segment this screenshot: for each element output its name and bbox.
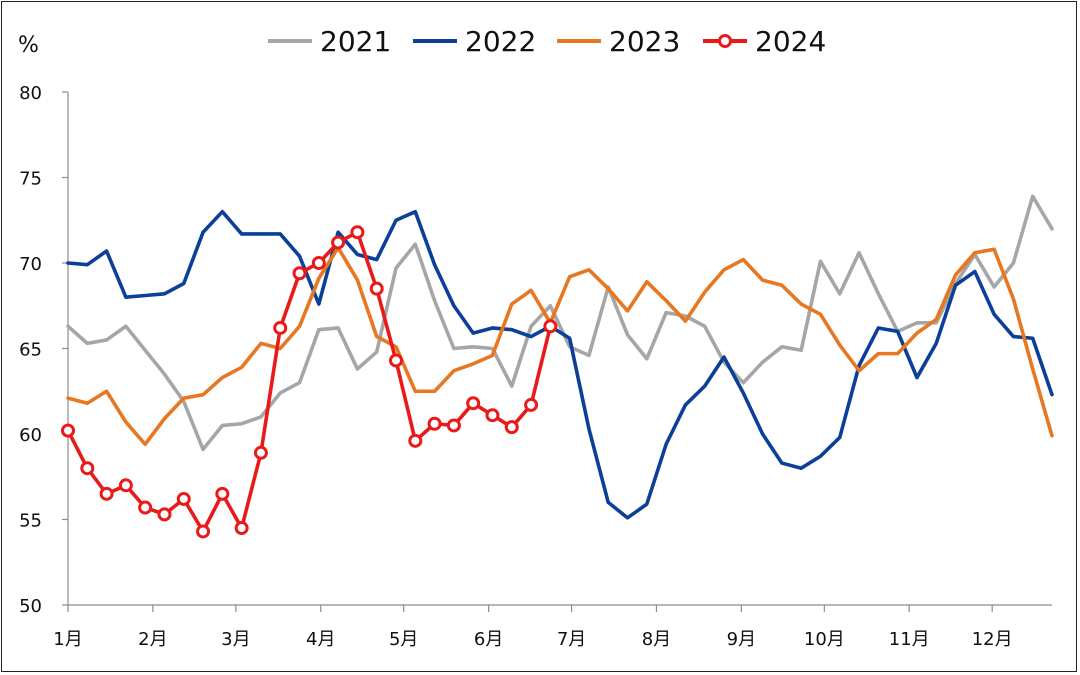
series-point-2024	[468, 398, 479, 409]
x-tick-label: 5月	[389, 629, 418, 650]
x-tick-label: 1月	[53, 629, 82, 650]
y-tick-label: 60	[19, 425, 42, 446]
series-point-2024	[217, 488, 228, 499]
series-point-2024	[178, 493, 189, 504]
legend-item-2024: 2024	[703, 25, 826, 58]
x-tick-label: 2月	[138, 629, 167, 650]
series-point-2024	[198, 526, 209, 537]
x-tick-label: 11月	[889, 629, 930, 650]
legend-label: 2021	[320, 25, 391, 58]
series-point-2024	[333, 237, 344, 248]
legend-item-2023: 2023	[557, 25, 680, 58]
series-point-2024	[352, 227, 363, 238]
x-tick-label: 3月	[221, 629, 250, 650]
y-tick-label: 65	[19, 340, 42, 361]
series-point-2024	[526, 399, 537, 410]
series-point-2024	[101, 488, 112, 499]
y-tick-label: 80	[19, 83, 42, 104]
series-point-2024	[120, 480, 131, 491]
series-point-2024	[313, 258, 324, 269]
series-point-2024	[448, 420, 459, 431]
series-point-2024	[255, 447, 266, 458]
series-point-2024	[545, 321, 556, 332]
legend-label: 2022	[465, 25, 536, 58]
x-tick-label: 12月	[972, 629, 1013, 650]
y-tick-label: 75	[19, 169, 42, 190]
legend-marker	[720, 36, 731, 47]
series-point-2024	[506, 422, 517, 433]
x-tick-label: 10月	[804, 629, 845, 650]
series-point-2024	[82, 463, 93, 474]
x-tick-label: 4月	[306, 629, 335, 650]
series-point-2024	[391, 355, 402, 366]
series-point-2024	[487, 410, 498, 421]
series-point-2024	[371, 283, 382, 294]
y-tick-label: 70	[19, 254, 42, 275]
x-tick-label: 9月	[727, 629, 756, 650]
legend: 2021 2022 2023 2024	[268, 25, 826, 58]
y-axis: 50 55 60 65 70 75 80	[19, 83, 68, 617]
series-group	[63, 196, 1053, 537]
series-point-2024	[294, 268, 305, 279]
y-tick-label: 55	[19, 511, 42, 532]
y-tick-label: 50	[19, 596, 42, 617]
series-point-2024	[236, 523, 247, 534]
x-axis: 1月 2月 3月 4月 5月 6月 7月 8月 9月 10月 11月 12月	[53, 605, 1052, 650]
y-axis-unit: %	[18, 33, 39, 58]
series-line-2023	[68, 248, 1052, 445]
series-point-2024	[63, 425, 74, 436]
series-point-2024	[159, 509, 170, 520]
legend-item-2022: 2022	[413, 25, 536, 58]
series-line-2022	[68, 212, 1052, 518]
series-line-2021	[68, 196, 1052, 449]
x-tick-label: 7月	[557, 629, 586, 650]
series-point-2024	[275, 322, 286, 333]
x-tick-label: 8月	[642, 629, 671, 650]
series-point-2024	[140, 502, 151, 513]
series-point-2024	[429, 418, 440, 429]
legend-label: 2023	[609, 25, 680, 58]
legend-item-2021: 2021	[268, 25, 391, 58]
legend-label: 2024	[755, 25, 826, 58]
series-point-2024	[410, 435, 421, 446]
x-tick-label: 6月	[474, 629, 503, 650]
